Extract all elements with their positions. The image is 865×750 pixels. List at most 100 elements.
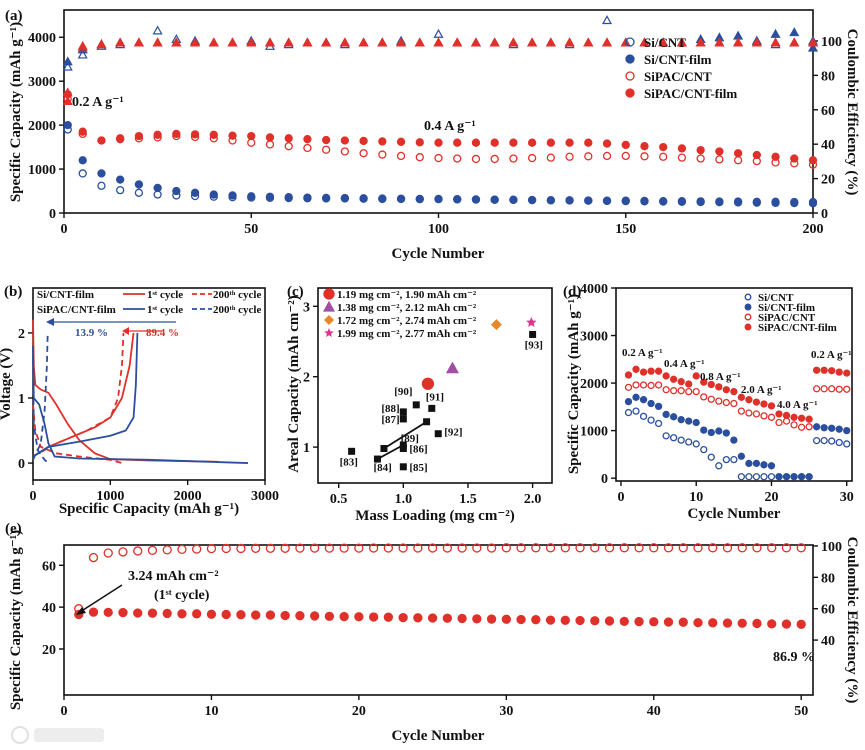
ce-point xyxy=(472,543,482,553)
reference-point xyxy=(399,445,407,453)
reference-label: [93] xyxy=(525,339,543,351)
capacity-point-SiPAC/CNT-film xyxy=(209,130,218,139)
rate-point-Si/CNT-film xyxy=(820,424,828,432)
legend-label: Si/CNT-film xyxy=(644,52,712,67)
ce-point-Si/CNT-film xyxy=(62,56,73,66)
ce-point-SiPAC/CNT-film xyxy=(789,37,800,47)
rate-point-Si/CNT xyxy=(730,455,738,464)
ce-point-SiPAC/CNT-film xyxy=(414,37,425,47)
x-tick-label: 200 xyxy=(803,222,824,237)
ce-point xyxy=(708,543,718,553)
rate-point-SiPAC/CNT xyxy=(677,387,685,395)
arrow xyxy=(79,584,123,613)
rate-point-Si/CNT xyxy=(707,453,715,461)
capacity-point-SiPAC/CNT xyxy=(733,156,743,165)
x-tick-label: 20 xyxy=(764,490,778,505)
capacity-point-Si/CNT-film xyxy=(63,120,72,130)
rate-point-Si/CNT-film xyxy=(700,426,708,434)
ce-point xyxy=(147,545,158,555)
capacity-point-SiPAC/CNT-film xyxy=(78,127,87,136)
capacity-point-SiPAC/CNT-film xyxy=(527,138,537,147)
capacity-point-Si/CNT-film xyxy=(116,175,125,184)
legend-label: Si/CNT xyxy=(644,35,686,50)
highlight-point xyxy=(490,319,502,331)
ce-point-SiPAC/CNT-film xyxy=(695,37,706,47)
ce-point-SiPAC/CNT-film xyxy=(171,37,182,47)
ce-point-SiPAC/CNT-film xyxy=(302,37,313,47)
ce-point xyxy=(398,543,408,553)
trend-line xyxy=(383,420,428,450)
capacity-point xyxy=(663,617,674,627)
legend-label: 1.19 mg cm⁻², 1.90 mAh cm⁻² xyxy=(337,289,477,301)
capacity-point xyxy=(708,618,718,628)
y-tick-label: 2 xyxy=(303,371,310,386)
rate-point-Si/CNT-film xyxy=(632,393,640,401)
rate-point-SiPAC/CNT-film xyxy=(624,371,633,379)
rate-point-SiPAC/CNT xyxy=(715,397,723,405)
y-axis-title: Specific Capacity (mAh g⁻¹) xyxy=(566,294,582,474)
rate-point-SiPAC/CNT xyxy=(745,409,753,417)
reference-point xyxy=(412,401,420,409)
rate-point-Si/CNT-film xyxy=(760,461,768,469)
rate-point-SiPAC/CNT-film xyxy=(760,400,768,408)
ce-point-SiPAC/CNT-film xyxy=(283,37,294,47)
capacity-point-Si/CNT-film xyxy=(453,195,462,204)
ce-point xyxy=(383,543,394,553)
capacity-point xyxy=(236,610,246,620)
capacity-point xyxy=(295,611,305,621)
retention-label: 86.9 % xyxy=(773,650,815,665)
capacity-point-SiPAC/CNT-film xyxy=(303,135,312,144)
rate-point-Si/CNT-film xyxy=(654,402,663,411)
y2-tick-label: 0 xyxy=(821,207,828,222)
y2-axis-title: Coulombic Efficiency (%) xyxy=(844,29,860,196)
capacity-point-Si/CNT-film xyxy=(153,183,162,193)
capacity-point-Si/CNT-film xyxy=(490,195,499,204)
capacity-point-Si/CNT-film xyxy=(471,195,481,204)
capacity-point-SiPAC/CNT-film xyxy=(190,130,200,139)
capacity-point-SiPAC/CNT xyxy=(696,154,705,163)
x-tick-label: 0.5 xyxy=(330,492,348,507)
y-tick-label: 1000 xyxy=(580,425,608,440)
x-tick-label: 100 xyxy=(428,222,449,237)
capacity-point-SiPAC/CNT xyxy=(546,153,555,162)
capacity-point-Si/CNT-film xyxy=(565,196,574,205)
capacity-point-SiPAC/CNT-film xyxy=(621,140,630,150)
x-axis-title: Mass Loading (mg cm⁻²) xyxy=(355,508,515,524)
reference-label: [87] xyxy=(381,414,399,426)
rate-point-Si/CNT xyxy=(624,408,633,417)
rate-point-Si/CNT xyxy=(639,412,648,420)
rate-point-SiPAC/CNT xyxy=(624,383,633,392)
capacity-point-Si/CNT-film xyxy=(172,186,181,196)
legend-marker xyxy=(744,293,752,301)
capacity-point-SiPAC/CNT xyxy=(677,153,687,162)
capacity-point-Si/CNT-film xyxy=(340,193,350,203)
discharge-curve xyxy=(32,319,219,463)
rate-point-Si/CNT xyxy=(662,432,670,440)
ce-point xyxy=(236,543,246,554)
legend-marker xyxy=(744,313,752,321)
rate-point-SiPAC/CNT-film xyxy=(752,398,761,406)
legend-label: SiPAC/CNT-film xyxy=(644,86,737,101)
legend-marker xyxy=(625,88,635,98)
ce-point xyxy=(531,543,541,553)
reference-point xyxy=(399,408,407,416)
capacity-point xyxy=(413,613,423,623)
rate-point-SiPAC/CNT-film xyxy=(797,414,806,422)
charge-curve xyxy=(32,332,125,458)
rate-point-Si/CNT xyxy=(843,440,851,448)
ce-point-SiPAC/CNT-film xyxy=(639,37,650,47)
y-tick-label: 3000 xyxy=(28,75,56,90)
rate-point-Si/CNT-film xyxy=(843,426,851,435)
legend-group-label: Si/CNT-film xyxy=(37,289,94,301)
capacity-point-SiPAC/CNT xyxy=(640,152,649,161)
rate-point-Si/CNT-film xyxy=(624,397,633,406)
ce-point xyxy=(192,544,202,554)
ce-point-SiPAC/CNT-film xyxy=(339,37,350,47)
capacity-point-SiPAC/CNT-film xyxy=(490,138,499,147)
rate-point-Si/CNT-film xyxy=(745,459,753,468)
y-axis-title: Specific Capacity (mAh g⁻¹) xyxy=(8,530,24,710)
capacity-point xyxy=(501,614,511,624)
y2-tick-label: 100 xyxy=(821,540,842,555)
reference-label: [88] xyxy=(381,403,399,415)
